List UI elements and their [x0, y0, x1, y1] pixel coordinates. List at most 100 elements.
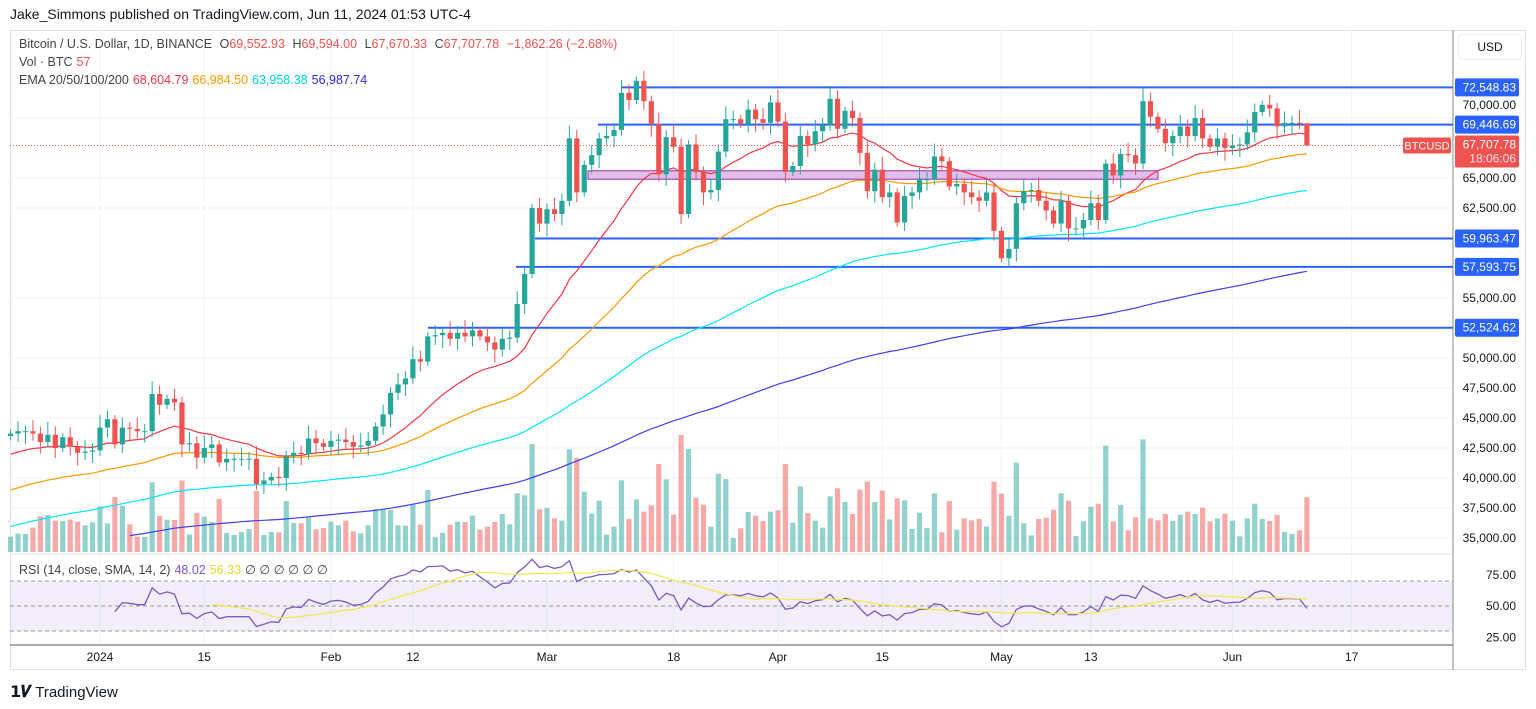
volume-bar [924, 528, 930, 552]
volume-bar [849, 514, 856, 552]
candle-body [857, 117, 863, 153]
ema-legend: EMA 20/50/100/200 68,604.79 66,984.50 63,95… [19, 73, 367, 87]
candle-body [1051, 210, 1057, 224]
candle-body [402, 378, 409, 385]
candle-body [946, 161, 952, 187]
symbol-tag-label: BTCUSD [1404, 141, 1449, 153]
y-tick-label: 35,000.00 [1463, 531, 1517, 545]
level-price-label: 69,446.69 [1463, 118, 1517, 132]
volume-bar [1274, 515, 1280, 552]
candle-body [775, 102, 781, 122]
volume-bar [492, 522, 498, 552]
volume-bar [596, 500, 602, 552]
candle-body [328, 440, 334, 447]
candle-body [1132, 155, 1139, 164]
volume-bar [611, 526, 617, 552]
candle-body [1259, 104, 1265, 112]
candle-body [1162, 128, 1168, 144]
volume-bar [477, 529, 483, 552]
volume-bar [1103, 445, 1109, 552]
candle-body [842, 110, 848, 129]
x-tick-label: 15 [198, 650, 212, 664]
candle-body [246, 458, 252, 460]
volume-bar [1028, 535, 1034, 552]
rsi-label: RSI (14, close, SMA, 14, 2) [19, 563, 171, 577]
candle-body [1021, 191, 1027, 204]
ema20-value: 68,604.79 [132, 73, 189, 87]
candle-body [514, 304, 520, 338]
volume-bar [127, 524, 133, 552]
tradingview-logo[interactable]: 𝟭𝑽 TradingView [10, 682, 118, 702]
candle-body [1103, 163, 1109, 221]
x-tick-label: 12 [406, 650, 420, 664]
candle-body [395, 384, 401, 393]
y-tick-label: 62,500.00 [1463, 201, 1517, 215]
volume-bar [939, 532, 945, 552]
candle-body [730, 119, 736, 121]
close-label: C [434, 37, 444, 51]
candle-body [753, 109, 759, 120]
candle-body [462, 332, 468, 337]
x-tick-label: 15 [876, 650, 890, 664]
candle-body [157, 394, 163, 405]
volume-bar [581, 491, 587, 552]
volume-bar [983, 526, 990, 552]
volume-bar [626, 519, 632, 552]
candle-body [224, 458, 230, 463]
volume-bar [559, 520, 565, 552]
volume-bar [171, 520, 178, 552]
volume-bar [536, 509, 543, 552]
x-tick-label: Jun [1223, 650, 1242, 664]
volume-bar [700, 504, 707, 552]
candle-body [961, 184, 967, 193]
volume-bar [484, 526, 490, 552]
candle-body [261, 480, 267, 485]
volume-bar [738, 528, 744, 552]
volume-bar [671, 514, 677, 552]
candle-body [283, 456, 289, 479]
volume-bar [134, 536, 140, 552]
candle-body [179, 402, 185, 445]
candle-body [827, 98, 833, 126]
candle-body [201, 448, 207, 458]
candle-body [447, 332, 453, 339]
candle-body [1252, 111, 1258, 133]
candle-body [1237, 144, 1243, 146]
volume-bar [425, 490, 431, 552]
candle-body [8, 433, 14, 437]
candle-body [641, 80, 647, 102]
candle-body [89, 450, 96, 452]
candle-body [134, 428, 140, 432]
volume-legend: Vol · BTC 57 [19, 55, 90, 69]
candle-body [1274, 108, 1280, 127]
currency-button[interactable]: USD [1458, 34, 1522, 60]
volume-bar [432, 537, 438, 552]
volume-bar [1170, 521, 1176, 552]
volume-bar [60, 521, 66, 552]
candle-body [626, 92, 632, 100]
change-value: −1,862.26 (−2.68%) [506, 37, 618, 51]
volume-bar [119, 505, 125, 552]
volume-bar [1140, 439, 1146, 552]
low-label: L [364, 37, 372, 51]
candle-body [291, 452, 297, 457]
level-price-tag [1455, 115, 1519, 134]
volume-bar [745, 512, 751, 552]
candle-body [164, 398, 170, 405]
volume-bar [678, 435, 684, 552]
candle-body [1185, 126, 1191, 136]
volume-bar [812, 520, 818, 552]
low-value: 67,670.33 [371, 37, 428, 51]
volume-bar [805, 513, 811, 552]
volume-bar [238, 532, 245, 552]
candle-body [834, 98, 841, 129]
candle-body [559, 200, 565, 215]
candle-body [693, 144, 699, 172]
candle-body [104, 419, 111, 428]
open-value: 69,552.93 [229, 37, 285, 51]
volume-bar [1267, 521, 1273, 552]
volume-value: 57 [76, 55, 91, 69]
candle-body [812, 131, 818, 145]
volume-bar [1214, 518, 1221, 552]
